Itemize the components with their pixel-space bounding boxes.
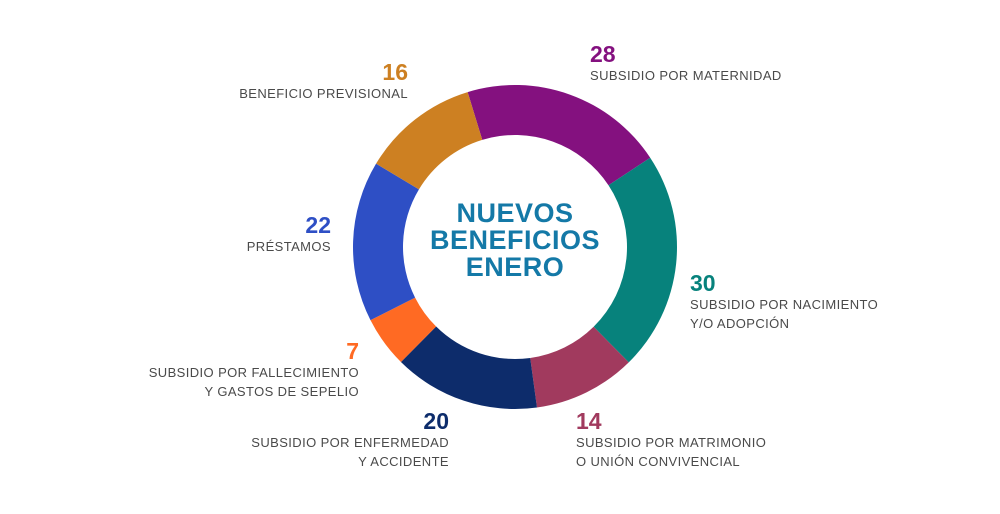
donut-slice-5 (353, 163, 419, 321)
slice-label-previsional: 16 BENEFICIO PREVISIONAL (239, 60, 408, 103)
chart-title-line-1: NUEVOS (456, 198, 574, 228)
slice-text-fallecimiento-2: Y GASTOS DE SEPELIO (204, 384, 359, 399)
slice-value-matrimonio: 14 (576, 408, 602, 434)
donut-slice-4 (370, 297, 437, 363)
donut-slice-3 (400, 326, 537, 409)
slice-text-matrimonio-2: O UNIÓN CONVIVENCIAL (576, 454, 741, 469)
slice-value-enfermedad: 20 (423, 408, 449, 434)
slice-text-previsional-1: BENEFICIO PREVISIONAL (239, 86, 408, 101)
chart-title-line-3: ENERO (465, 252, 565, 282)
slice-label-fallecimiento: 7 SUBSIDIO POR FALLECIMIENTO Y GASTOS DE… (149, 339, 359, 401)
donut-slice-1 (593, 157, 677, 363)
slice-text-maternidad-1: SUBSIDIO POR MATERNIDAD (590, 68, 782, 83)
slice-label-maternidad: 28 SUBSIDIO POR MATERNIDAD (590, 42, 782, 85)
donut-slice-0 (467, 85, 651, 186)
slice-value-previsional: 16 (382, 59, 408, 85)
slice-text-nacimiento-2: Y/O ADOPCIÓN (690, 316, 790, 331)
donut-slice-6 (376, 92, 483, 190)
slice-value-fallecimiento: 7 (346, 338, 359, 364)
slice-text-matrimonio-1: SUBSIDIO POR MATRIMONIO (576, 435, 767, 450)
slice-value-nacimiento: 30 (690, 270, 716, 296)
slice-value-maternidad: 28 (590, 41, 616, 67)
slice-text-enfermedad-2: Y ACCIDENTE (358, 454, 449, 469)
slice-label-prestamos: 22 PRÉSTAMOS (247, 213, 331, 256)
slice-text-nacimiento-1: SUBSIDIO POR NACIMIENTO (690, 297, 879, 312)
chart-title-line-2: BENEFICIOS (429, 225, 601, 255)
chart-title: NUEVOS BENEFICIOS ENERO (395, 200, 635, 281)
slice-label-nacimiento: 30 SUBSIDIO POR NACIMIENTO Y/O ADOPCIÓN (690, 271, 878, 333)
slice-value-prestamos: 22 (305, 212, 331, 238)
slice-text-fallecimiento-1: SUBSIDIO POR FALLECIMIENTO (148, 365, 359, 380)
slice-text-enfermedad-1: SUBSIDIO POR ENFERMEDAD (251, 435, 449, 450)
slice-label-enfermedad: 20 SUBSIDIO POR ENFERMEDAD Y ACCIDENTE (251, 409, 449, 471)
donut-slice-2 (530, 326, 629, 408)
slice-text-prestamos-1: PRÉSTAMOS (246, 239, 331, 254)
slice-label-matrimonio: 14 SUBSIDIO POR MATRIMONIO O UNIÓN CONVI… (576, 409, 766, 471)
